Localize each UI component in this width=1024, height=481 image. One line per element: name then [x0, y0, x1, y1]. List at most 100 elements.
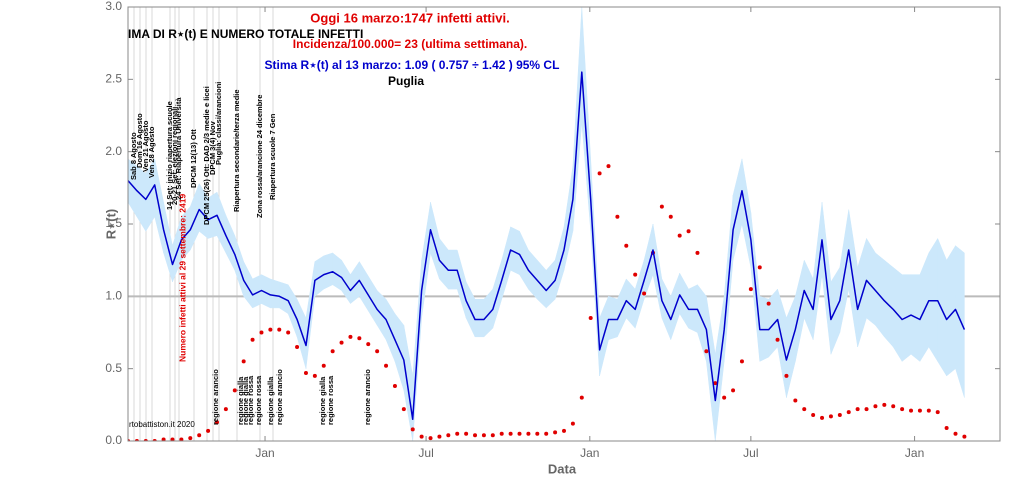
confidence-band — [688, 284, 698, 333]
confidence-band — [563, 166, 574, 271]
confidence-band — [608, 295, 618, 341]
plot-area — [128, 7, 967, 441]
infected-dot — [428, 436, 433, 441]
infected-dot — [588, 316, 593, 321]
infected-dot — [579, 395, 584, 400]
infected-dot — [944, 425, 949, 430]
confidence-band — [937, 238, 947, 377]
confidence-band — [190, 183, 200, 251]
zone-label: regione gialla — [318, 376, 327, 425]
infected-dot — [419, 434, 424, 439]
infected-dot — [357, 336, 362, 341]
infected-dot — [446, 433, 451, 438]
confidence-band — [928, 237, 938, 363]
infected-dot — [250, 337, 255, 342]
infected-dot — [704, 349, 709, 354]
infected-dot — [481, 433, 486, 438]
event-label: DPCM 3(4) Nov — [208, 120, 217, 175]
infected-dot — [802, 407, 807, 412]
infected-dot — [161, 437, 166, 441]
confidence-band — [537, 259, 547, 309]
y-tick-label: 3.0 — [105, 0, 122, 13]
infected-dot — [268, 327, 273, 332]
infected-dot — [953, 431, 958, 436]
zone-label: regione arancio — [363, 369, 372, 425]
y-tick-label: 1.0 — [105, 289, 122, 303]
confidence-band — [643, 223, 654, 300]
infected-dot — [926, 408, 931, 413]
infected-dot — [606, 164, 611, 169]
infected-dot — [392, 384, 397, 389]
infected-dot — [179, 437, 184, 441]
infected-dot — [312, 373, 317, 378]
confidence-band — [617, 278, 627, 337]
infected-dot — [713, 381, 718, 386]
infected-dot — [553, 430, 558, 435]
infected-dot — [295, 344, 300, 349]
event-label: DPCM 25(26) Ott: DAD 2/3 medie e licei — [202, 86, 211, 225]
confidence-band — [403, 325, 413, 441]
infected-dot — [766, 301, 771, 306]
x-tick-label: Jan — [905, 446, 924, 460]
infected-dot — [410, 427, 415, 432]
infected-dot — [837, 412, 842, 417]
infected-dot — [562, 428, 566, 433]
infected-dot — [820, 415, 825, 420]
event-label: Ven 28 Agosto — [147, 126, 156, 178]
confidence-band — [919, 252, 930, 363]
y-tick-label: 1.5 — [105, 216, 122, 230]
infected-dot — [828, 414, 833, 419]
infected-dot — [935, 410, 940, 415]
y-tick-label: 2.0 — [105, 144, 122, 158]
confidence-band — [955, 245, 965, 398]
infected-dot — [366, 342, 371, 347]
zone-label: regione arancio — [275, 369, 284, 425]
confidence-band — [626, 278, 636, 329]
x-tick-label: Jan — [580, 446, 599, 460]
credit: rtobattiston.it 2020 — [129, 420, 195, 429]
zone-label: regione gialla — [236, 376, 245, 425]
infected-dot — [677, 233, 682, 238]
event-label: Dom 16 Agosto — [135, 113, 144, 168]
confidence-band — [323, 252, 333, 290]
infected-dot — [535, 431, 540, 436]
infected-dot — [784, 373, 789, 378]
headline: Oggi 16 marzo:1747 infetti attivi. — [310, 10, 509, 25]
infected-dot — [464, 431, 469, 436]
region: Puglia — [388, 74, 424, 88]
infected-dot — [232, 388, 237, 393]
confidence-band — [243, 261, 253, 309]
infected-dot — [917, 408, 922, 413]
event-label: Puglia: classi/arancioni — [214, 82, 223, 165]
infected-dot — [686, 229, 691, 234]
event-label: 14 Set: inizio riapertura scuole — [165, 101, 174, 210]
r-line — [128, 71, 966, 421]
confidence-band — [545, 259, 556, 309]
infected-dot — [748, 287, 753, 292]
infected-dot — [597, 171, 602, 176]
infected-dot — [223, 407, 228, 412]
infected-dot — [900, 407, 905, 412]
confidence-band — [225, 215, 236, 271]
infected-dot — [624, 243, 629, 248]
infected-dot — [775, 337, 780, 342]
event-label: Sab 8 Agosto — [129, 132, 138, 180]
infected-dot — [384, 363, 389, 368]
infected-dot — [731, 388, 736, 393]
infected-dot — [277, 327, 282, 332]
infected-dot — [339, 340, 344, 345]
infected-dot — [375, 349, 380, 354]
y-tick-label: 0.5 — [105, 361, 122, 375]
y-tick-label: 0.0 — [105, 433, 122, 447]
infected-dot — [188, 436, 193, 441]
infected-dot — [170, 437, 175, 441]
zone-label: regione rossa — [254, 375, 263, 425]
infected-dot — [206, 428, 211, 433]
infected-dot — [695, 250, 700, 255]
confidence-band — [394, 312, 405, 391]
confidence-band — [768, 288, 778, 358]
event-label: Ven 21 Agosto — [141, 120, 150, 172]
infected-dot — [330, 349, 335, 354]
confidence-band — [519, 231, 529, 290]
zone-label: regione gialla — [266, 376, 275, 425]
